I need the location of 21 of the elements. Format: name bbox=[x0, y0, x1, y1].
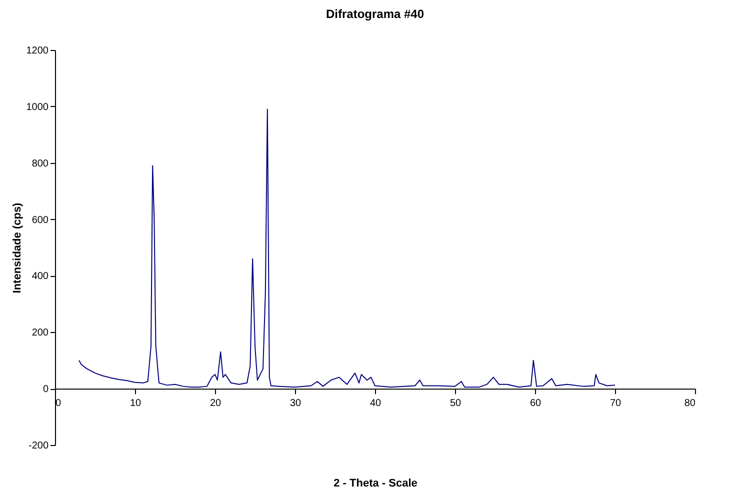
x-axis-title: 2 - Theta - Scale bbox=[334, 478, 418, 490]
y-axis-title: Intensidade (cps) bbox=[11, 202, 24, 294]
x-tick-label: 40 bbox=[370, 398, 382, 410]
x-tick-label: 80 bbox=[684, 398, 696, 410]
y-tick-label: 800 bbox=[32, 158, 49, 170]
x-tick-label: 10 bbox=[130, 398, 142, 410]
y-tick-label: 400 bbox=[32, 271, 49, 282]
x-tick-label: 0 bbox=[56, 398, 62, 410]
x-tick-label: 20 bbox=[210, 398, 222, 410]
x-tick-label: 50 bbox=[450, 398, 462, 410]
y-tick-label: 600 bbox=[32, 214, 49, 226]
x-tick-label: 30 bbox=[290, 398, 302, 410]
y-tick-label: 1200 bbox=[26, 46, 49, 56]
x-tick-label: 70 bbox=[610, 398, 622, 410]
y-tick-label: 1000 bbox=[26, 102, 49, 113]
y-tick-label: -200 bbox=[28, 440, 49, 452]
chart-title: Difratograma #40 bbox=[326, 7, 424, 21]
line-series bbox=[78, 108, 616, 388]
x-tick-label: 60 bbox=[530, 398, 542, 410]
y-tick-label: 200 bbox=[32, 328, 49, 339]
y-tick-label: 0 bbox=[42, 384, 49, 396]
